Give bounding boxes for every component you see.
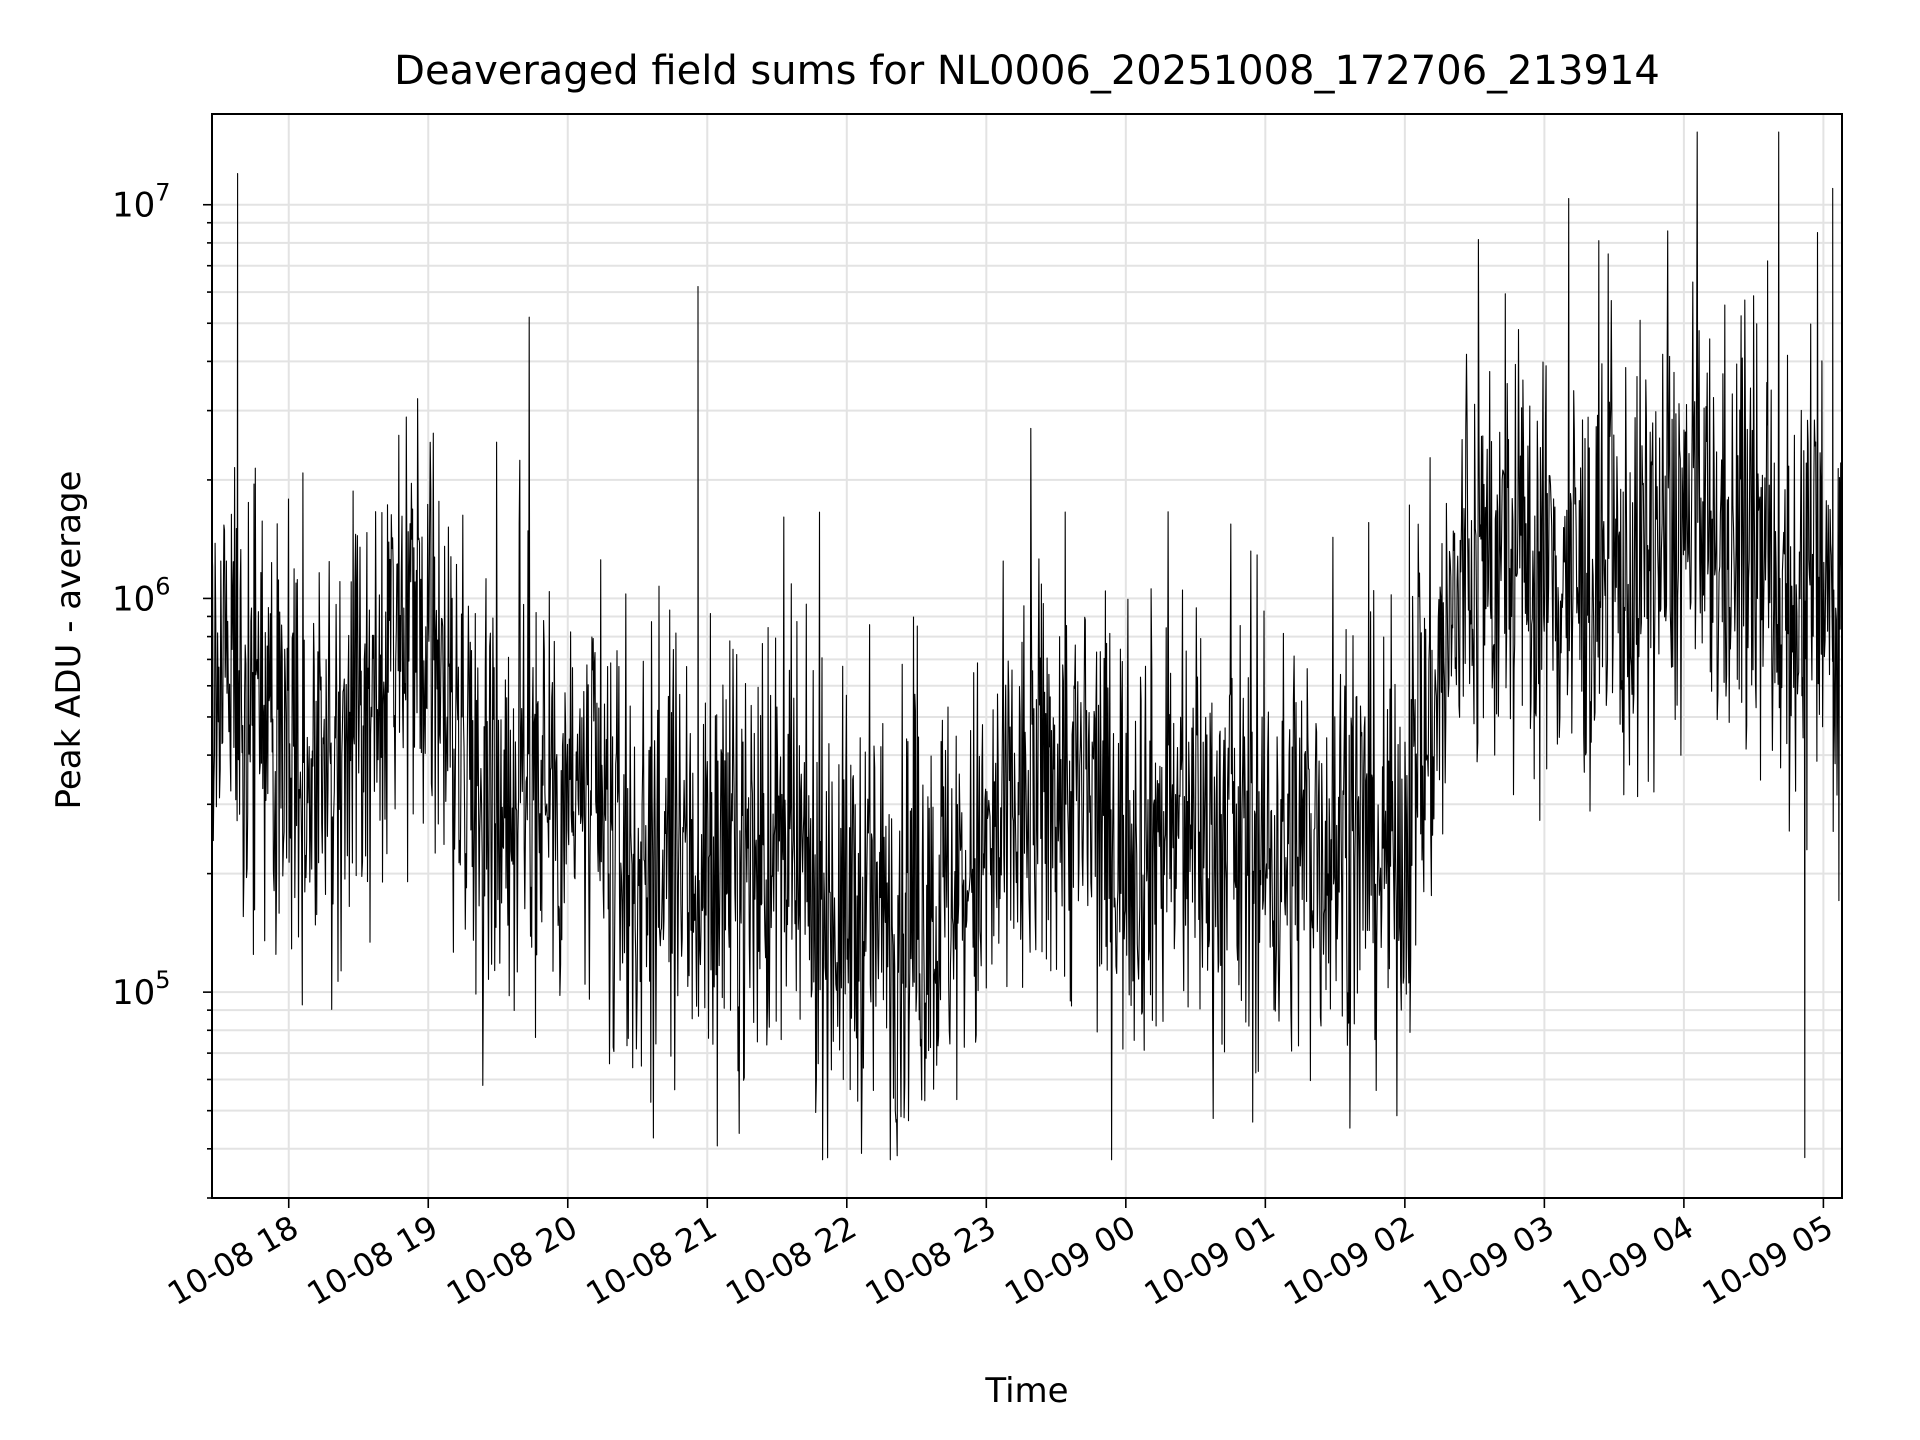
y-tick-exponent: 5 xyxy=(155,966,170,994)
series-line xyxy=(211,131,1843,1161)
y-tick-base: 10 xyxy=(112,186,155,226)
y-tick-label: 106 xyxy=(112,572,171,619)
plot-frame xyxy=(211,113,1843,1199)
y-tick-label: 105 xyxy=(112,966,171,1013)
y-axis-label: Peak ADU - average xyxy=(49,471,89,810)
chart-title: Deaveraged field sums for NL0006_2025100… xyxy=(394,48,1660,94)
series-group xyxy=(211,131,1843,1161)
y-tick-base: 10 xyxy=(112,579,155,619)
y-tick-exponent: 6 xyxy=(155,572,170,600)
x-axis-label: Time xyxy=(984,1371,1068,1411)
y-tick-base: 10 xyxy=(112,973,155,1013)
y-tick-label: 107 xyxy=(112,179,171,226)
y-tick-exponent: 7 xyxy=(155,179,170,207)
